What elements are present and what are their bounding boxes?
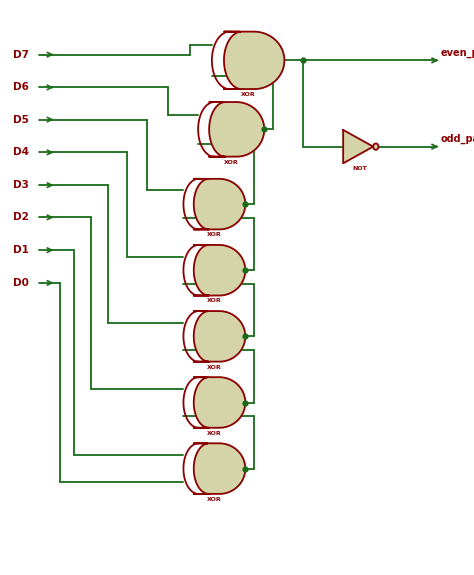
Circle shape: [373, 143, 378, 150]
Polygon shape: [194, 179, 245, 229]
Text: NOT: NOT: [353, 166, 368, 171]
Polygon shape: [343, 130, 373, 163]
Polygon shape: [224, 32, 284, 89]
Polygon shape: [194, 311, 245, 362]
Text: D2: D2: [13, 212, 29, 223]
Text: XOR: XOR: [207, 298, 222, 304]
Text: D0: D0: [13, 278, 29, 288]
Text: XOR: XOR: [207, 232, 222, 237]
Text: even_parity: even_parity: [441, 47, 474, 58]
Polygon shape: [194, 443, 245, 494]
Polygon shape: [194, 245, 245, 296]
Text: XOR: XOR: [241, 92, 255, 97]
Text: D6: D6: [13, 82, 29, 93]
Text: D4: D4: [13, 147, 29, 158]
Text: XOR: XOR: [207, 365, 222, 370]
Text: XOR: XOR: [207, 497, 222, 502]
Text: D3: D3: [13, 180, 29, 190]
Text: odd_parity: odd_parity: [441, 133, 474, 144]
Text: D1: D1: [13, 245, 29, 255]
Text: XOR: XOR: [224, 159, 238, 164]
Text: D7: D7: [13, 49, 29, 60]
Text: XOR: XOR: [207, 431, 222, 436]
Polygon shape: [194, 377, 245, 428]
Polygon shape: [209, 102, 264, 156]
Text: D5: D5: [13, 114, 29, 125]
